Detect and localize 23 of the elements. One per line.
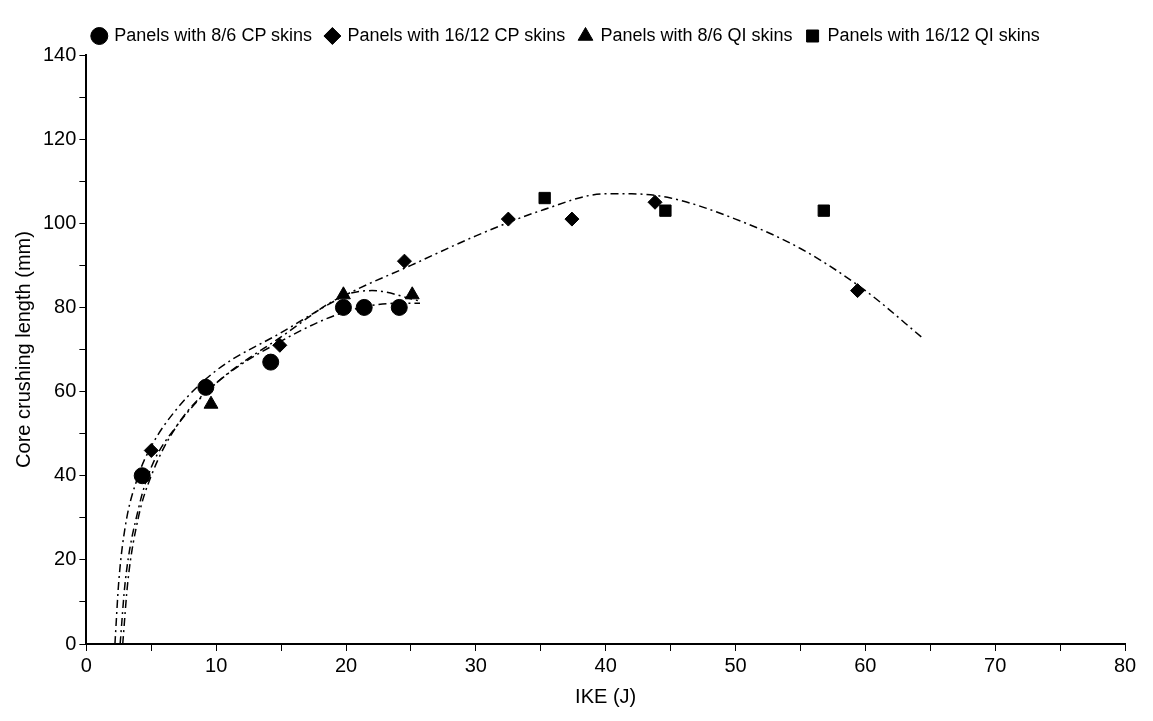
x-tick-label: 50	[724, 653, 747, 676]
x-tick-label: 40	[594, 653, 617, 676]
legend-label: Panels with 8/6 QI skins	[600, 24, 793, 45]
x-tick-label: 80	[1113, 653, 1137, 676]
y-tick-label: 0	[65, 631, 77, 654]
x-tick-label: 30	[464, 653, 487, 676]
x-tick-label: 70	[984, 653, 1007, 676]
y-tick-label: 140	[42, 42, 77, 65]
legend-label: Panels with 16/12 QI skins	[827, 24, 1040, 45]
legend-label: Panels with 8/6 CP skins	[114, 24, 313, 45]
y-tick-label: 20	[54, 547, 77, 570]
y-tick-label: 120	[42, 126, 77, 149]
y-tick-label: 40	[54, 463, 77, 486]
y-tick-label: 100	[42, 210, 77, 233]
y-tick-label: 80	[54, 294, 77, 317]
x-tick-label: 60	[854, 653, 877, 676]
x-axis-title: IKE (J)	[575, 684, 637, 707]
y-tick-label: 60	[54, 379, 77, 402]
y-axis-title: Core crushing length (mm)	[11, 231, 34, 468]
x-tick-label: 20	[334, 653, 358, 676]
x-tick-label: 10	[205, 653, 228, 676]
x-tick-label: 0	[80, 653, 92, 676]
legend-label: Panels with 16/12 CP skins	[347, 24, 566, 45]
